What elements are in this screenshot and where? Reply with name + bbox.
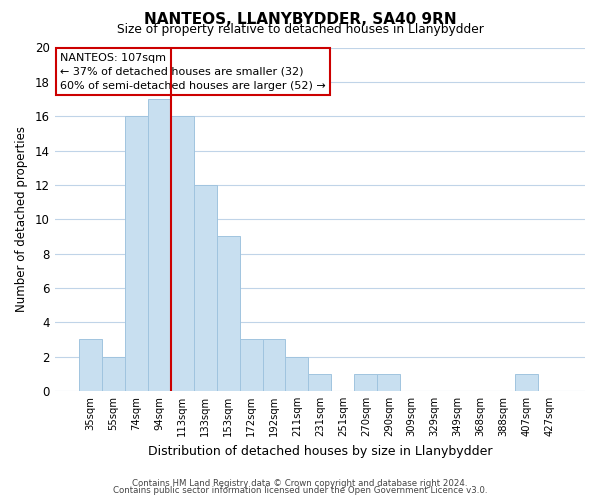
Y-axis label: Number of detached properties: Number of detached properties [15, 126, 28, 312]
Bar [171, 116, 194, 391]
Bar [263, 340, 286, 391]
Bar [239, 340, 263, 391]
Text: Contains HM Land Registry data © Crown copyright and database right 2024.: Contains HM Land Registry data © Crown c… [132, 478, 468, 488]
Bar [217, 236, 239, 391]
Bar [148, 99, 171, 391]
Text: NANTEOS: 107sqm
← 37% of detached houses are smaller (32)
60% of semi-detached h: NANTEOS: 107sqm ← 37% of detached houses… [60, 52, 326, 90]
Bar [377, 374, 400, 391]
Bar [79, 340, 102, 391]
Bar [125, 116, 148, 391]
Bar [102, 356, 125, 391]
Bar [308, 374, 331, 391]
Bar [355, 374, 377, 391]
Text: NANTEOS, LLANYBYDDER, SA40 9RN: NANTEOS, LLANYBYDDER, SA40 9RN [143, 12, 457, 28]
Text: Contains public sector information licensed under the Open Government Licence v3: Contains public sector information licen… [113, 486, 487, 495]
X-axis label: Distribution of detached houses by size in Llanybydder: Distribution of detached houses by size … [148, 444, 492, 458]
Bar [515, 374, 538, 391]
Text: Size of property relative to detached houses in Llanybydder: Size of property relative to detached ho… [116, 22, 484, 36]
Bar [286, 356, 308, 391]
Bar [194, 185, 217, 391]
